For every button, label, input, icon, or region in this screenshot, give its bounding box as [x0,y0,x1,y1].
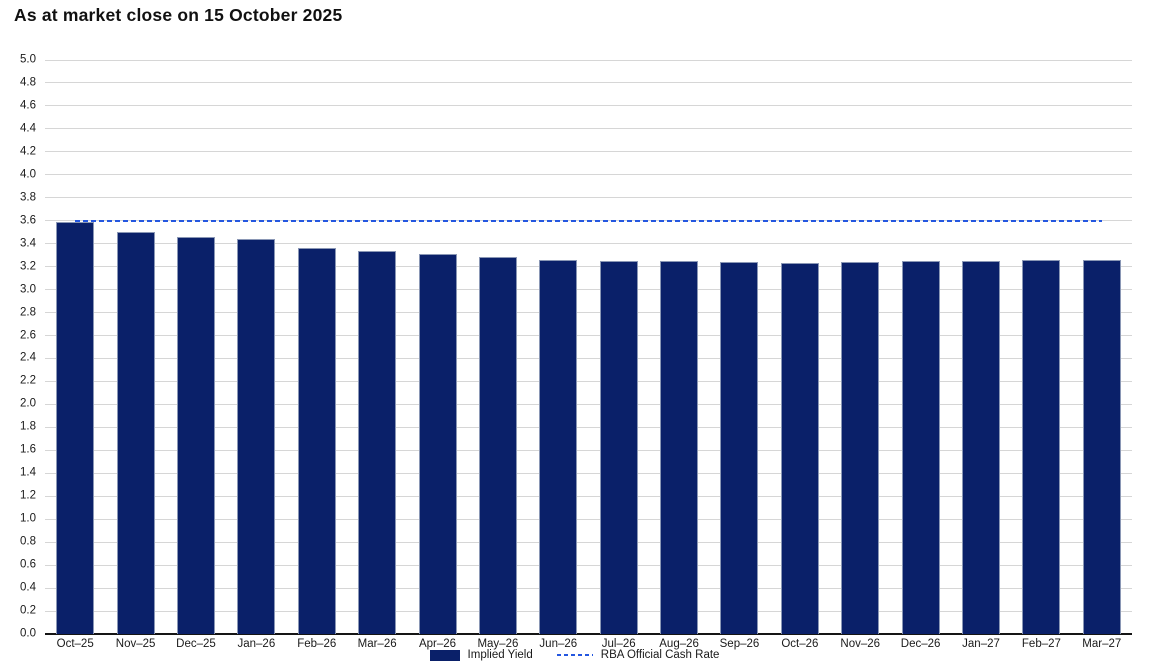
gridline [45,564,1132,566]
gridline [45,335,1132,337]
y-tick-label: 0.0 [20,627,36,640]
y-tick-label: 4.0 [20,168,36,181]
x-tick-label: Jan–26 [237,638,276,650]
x-tick-label: Jun–26 [539,638,578,650]
x-tick-label: Apr–26 [418,638,457,650]
y-tick-label: 3.2 [20,259,36,272]
bar-jan-27 [962,260,1001,634]
bar-jan-26 [237,239,276,634]
y-tick-label: 2.0 [20,397,36,410]
gridline [45,472,1132,474]
x-tick-label: Feb–27 [1021,638,1061,650]
chart-title: As at market close on 15 October 2025 [14,5,343,25]
gridline [45,266,1132,268]
bar-oct-26 [780,263,819,634]
gridline [45,495,1132,497]
y-tick-label: 2.2 [20,374,36,387]
x-tick-label: Mar–26 [357,638,397,650]
y-tick-label: 3.6 [20,213,36,226]
bar-mar-26 [358,250,397,634]
bar-feb-26 [297,248,336,634]
bar-mar-27 [1082,259,1121,634]
gridline [45,541,1132,543]
y-tick-label: 1.4 [20,466,36,479]
gridline [45,289,1132,291]
x-tick-label: Jan–27 [962,638,1000,650]
y-tick-label: 4.4 [20,122,36,135]
gridline [45,312,1132,314]
gridline [45,105,1132,107]
gridline [45,357,1132,359]
bar-dec-25 [176,236,215,634]
y-tick-label: 0.4 [20,581,36,594]
gridline [45,151,1132,153]
gridline [45,449,1132,451]
y-tick-label: 1.8 [20,420,36,433]
legend-label-cash-rate: RBA Official Cash Rate [600,649,720,661]
x-tick-label: Dec–25 [176,638,216,650]
legend-item-implied-yield: Implied Yield [429,649,533,661]
y-tick-label: 1.6 [20,443,36,456]
x-tick-label: Oct–26 [781,638,819,650]
plot-area: 0.0 0.2 0.4 0.6 0.8 1.0 1.2 1.4 1.6 1.8 2.0 2.2 2.4 2… [20,54,1132,650]
gridline [45,82,1132,84]
y-tick-label: 1.2 [20,489,36,502]
implied-yield-swatch-icon [429,649,460,661]
y-tick-label: 0.2 [20,604,36,617]
bar-jul-26 [599,260,638,634]
y-tick-label: 4.8 [20,76,36,89]
y-tick-label: 2.8 [20,305,36,318]
y-tick-label: 2.6 [20,328,36,341]
y-tick-label: 4.6 [20,99,36,112]
gridline [45,59,1132,61]
x-tick-label: Jul–26 [601,638,636,650]
bar-apr-26 [418,254,457,634]
x-tick-label: Aug–26 [659,638,699,650]
y-tick-label: 2.4 [20,351,36,364]
bar-feb-27 [1022,259,1061,634]
gridline [45,128,1132,130]
y-tick-label: 1.0 [20,512,36,525]
y-tick-label: 0.8 [20,535,36,548]
x-tick-label: Oct–25 [56,638,94,650]
gridline [45,610,1132,612]
y-tick-label: 5.0 [20,53,36,66]
x-tick-label: Nov–26 [840,638,881,650]
bar-nov-25 [116,232,155,634]
cash-rate-dashed-line-icon [556,654,593,656]
gridline [45,380,1132,382]
bar-sep-26 [720,262,759,634]
gridline [45,426,1132,428]
y-tick-label: 0.6 [20,558,36,571]
y-tick-label: 3.0 [20,282,36,295]
bar-aug-26 [660,260,699,634]
bar-jun-26 [539,259,578,634]
legend-label-implied-yield: Implied Yield [467,649,533,661]
x-tick-label: Sep–26 [719,638,760,650]
x-tick-label: Mar–27 [1082,638,1122,650]
x-tick-label: Nov–25 [115,638,156,650]
legend-item-cash-rate: RBA Official Cash Rate [556,649,720,661]
bar-dec-26 [901,260,940,634]
gridline [45,587,1132,589]
bar-may-26 [478,257,517,634]
gridline [45,243,1132,245]
y-tick-label: 3.8 [20,191,36,203]
x-tick-label: Dec–26 [900,638,941,650]
bar-oct-25 [56,221,95,634]
x-axis-line [45,633,1132,635]
cash-rate-line [75,219,1102,222]
x-tick-label: Feb–26 [297,638,337,650]
y-tick-label: 3.4 [20,236,36,249]
gridline [45,174,1132,176]
y-tick-label: 4.2 [20,145,36,158]
gridline [45,197,1132,199]
chart-legend: Implied Yield RBA Official Cash Rate [0,649,1149,661]
bar-nov-26 [841,262,880,634]
gridline [45,403,1132,405]
gridline [45,518,1132,520]
x-tick-label: May–26 [477,638,519,650]
